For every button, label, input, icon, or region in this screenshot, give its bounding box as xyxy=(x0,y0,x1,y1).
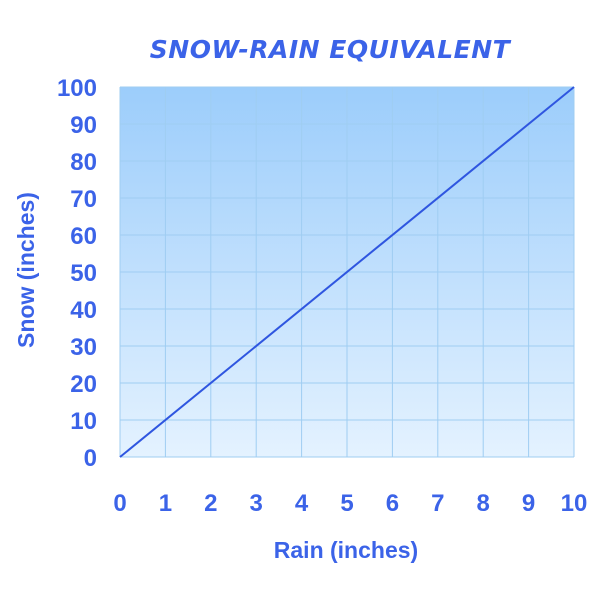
x-tick-label: 2 xyxy=(204,490,217,517)
x-tick-label: 1 xyxy=(159,490,172,517)
x-tick-label: 6 xyxy=(386,490,399,517)
y-axis-label: Snow (inches) xyxy=(13,192,39,348)
y-tick-label: 0 xyxy=(84,445,97,472)
x-tick-label: 7 xyxy=(431,490,444,517)
y-tick-label: 30 xyxy=(70,334,97,361)
y-tick-label: 100 xyxy=(57,75,97,102)
x-tick-label: 10 xyxy=(561,490,588,517)
x-tick-labels: 0 1 2 3 4 5 6 7 8 9 10 xyxy=(113,490,587,517)
grid-lines xyxy=(119,86,575,458)
y-tick-label: 60 xyxy=(70,223,97,250)
y-tick-labels: 0 10 20 30 40 50 60 70 80 90 100 xyxy=(57,75,97,472)
series-line xyxy=(119,86,575,458)
y-tick-label: 70 xyxy=(70,186,97,213)
data-series xyxy=(119,86,575,458)
chart-title: SNOW-RAIN EQUIVALENT xyxy=(150,35,512,64)
y-tick-label: 90 xyxy=(70,112,97,139)
x-tick-label: 5 xyxy=(340,490,353,517)
y-tick-label: 40 xyxy=(70,297,97,324)
y-tick-label: 10 xyxy=(70,408,97,435)
x-tick-label: 4 xyxy=(295,490,309,517)
x-tick-label: 9 xyxy=(522,490,535,517)
x-tick-label: 0 xyxy=(113,490,126,517)
y-tick-label: 80 xyxy=(70,149,97,176)
y-tick-label: 50 xyxy=(70,260,97,287)
y-tick-label: 20 xyxy=(70,371,97,398)
x-tick-label: 3 xyxy=(250,490,263,517)
x-tick-label: 8 xyxy=(477,490,490,517)
x-axis-label: Rain (inches) xyxy=(274,537,418,563)
